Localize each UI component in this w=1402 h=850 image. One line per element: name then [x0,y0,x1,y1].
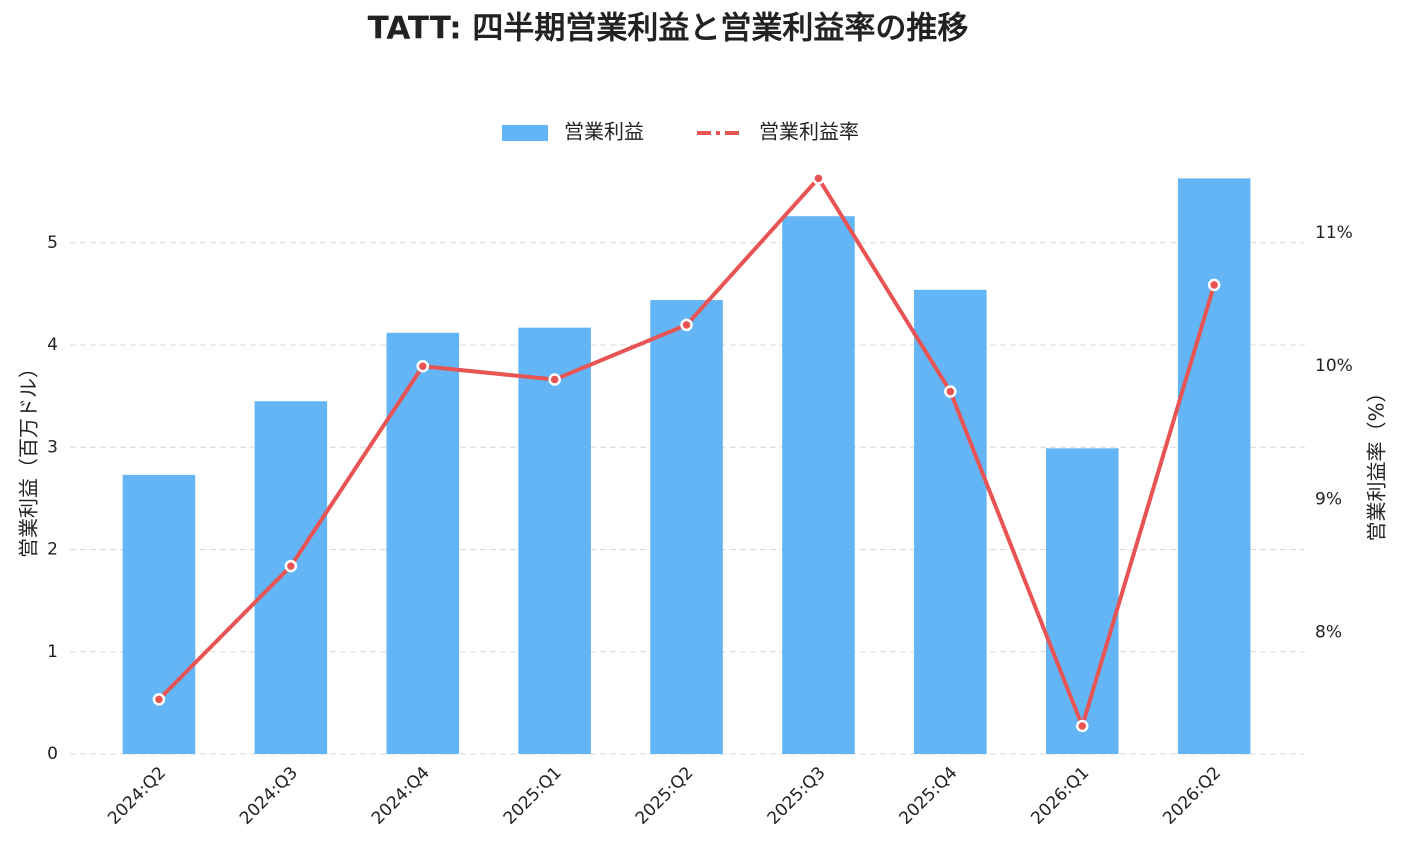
point [152,693,166,706]
y-tick-label: 4 [47,335,58,355]
bar [518,327,591,754]
x-tick-label: 2024:Q4 [368,763,434,829]
y-tick-label: 5 [47,233,58,253]
legend-swatch [502,125,548,141]
point [680,318,693,332]
y-axis-label: 営業利益（百万ドル） [17,358,41,558]
x-tick-label: 2025:Q4 [896,763,962,829]
y2-tick-label: 10% [1315,356,1353,376]
bar [650,300,723,754]
x-tick-label: 2026:Q1 [1027,763,1093,829]
y2-tick-label: 11% [1315,223,1353,243]
bar [122,474,196,754]
x-tick-label: 2025:Q2 [632,763,698,829]
bar [782,216,855,755]
x-tick-label: 2024:Q3 [236,763,302,829]
bar [254,401,328,754]
legend-label: 営業利益 [564,120,644,144]
x-tick-label: 2026:Q2 [1159,763,1225,829]
x-tick-label: 2025:Q1 [500,763,566,829]
point [548,373,561,386]
chart-title: TATT: 四半期営業利益と営業利益率の推移 [368,11,969,47]
point [284,559,298,573]
point [1207,278,1221,292]
bar [386,332,460,754]
point [812,172,825,185]
point [1076,719,1089,733]
bar [1177,178,1251,754]
bar [1045,448,1119,754]
y2-tick-label: 9% [1315,489,1342,509]
y-tick-label: 1 [47,642,58,662]
point [944,385,957,398]
x-tick-label: 2025:Q3 [764,763,830,829]
y2-axis-label: 営業利益率（%） [1365,382,1389,541]
point [416,359,429,373]
bar [914,289,987,754]
y-tick-label: 2 [47,540,58,560]
y-tick-label: 0 [47,744,58,764]
legend-label: 営業利益率 [759,120,859,144]
y-tick-label: 3 [47,437,58,457]
y2-tick-label: 8% [1315,623,1342,643]
x-tick-label: 2024:Q2 [104,763,170,829]
